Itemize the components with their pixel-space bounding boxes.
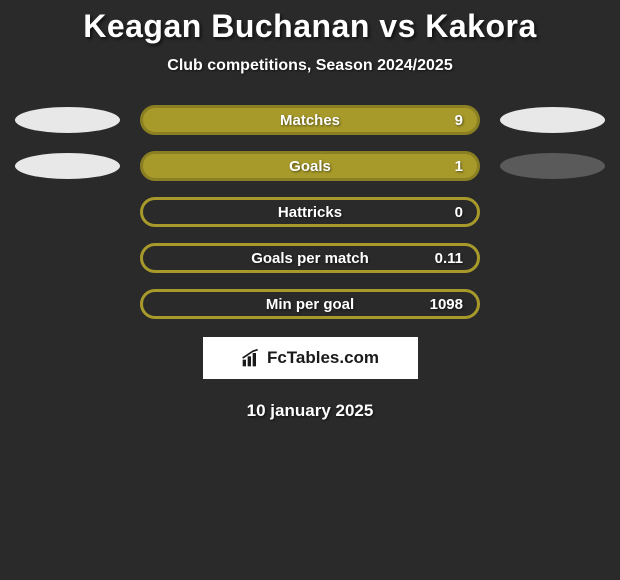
- stat-value: 1098: [430, 296, 463, 313]
- stat-bar: Matches 9: [140, 105, 480, 135]
- stat-label: Goals: [289, 158, 331, 175]
- player-right-marker: [500, 153, 605, 179]
- stat-value: 0: [455, 204, 463, 221]
- stat-bar: Hattricks 0: [140, 197, 480, 227]
- season-subtitle: Club competitions, Season 2024/2025: [0, 57, 620, 75]
- player-right-marker: [500, 107, 605, 133]
- comparison-widget: Keagan Buchanan vs Kakora Club competiti…: [0, 0, 620, 421]
- stat-row: Min per goal 1098: [0, 289, 620, 319]
- stat-bar: Goals 1: [140, 151, 480, 181]
- player-left-marker: [15, 107, 120, 133]
- brand-name: FcTables.com: [267, 348, 379, 368]
- stat-row: Hattricks 0: [0, 197, 620, 227]
- stat-label: Goals per match: [251, 250, 369, 267]
- stat-row: Matches 9: [0, 105, 620, 135]
- stat-row: Goals per match 0.11: [0, 243, 620, 273]
- stat-bar: Min per goal 1098: [140, 289, 480, 319]
- stat-value: 0.11: [435, 250, 463, 267]
- stat-label: Min per goal: [266, 296, 354, 313]
- bar-chart-icon: [241, 348, 261, 368]
- stat-bar: Goals per match 0.11: [140, 243, 480, 273]
- stat-value: 1: [455, 158, 463, 175]
- brand-logo[interactable]: FcTables.com: [203, 337, 418, 379]
- snapshot-date: 10 january 2025: [0, 401, 620, 421]
- stat-rows: Matches 9 Goals 1 Hattricks 0 Goals per match 0…: [0, 105, 620, 319]
- stat-label: Matches: [280, 112, 340, 129]
- stat-row: Goals 1: [0, 151, 620, 181]
- stat-label: Hattricks: [278, 204, 342, 221]
- page-title: Keagan Buchanan vs Kakora: [0, 8, 620, 45]
- player-left-marker: [15, 153, 120, 179]
- stat-value: 9: [455, 112, 463, 129]
